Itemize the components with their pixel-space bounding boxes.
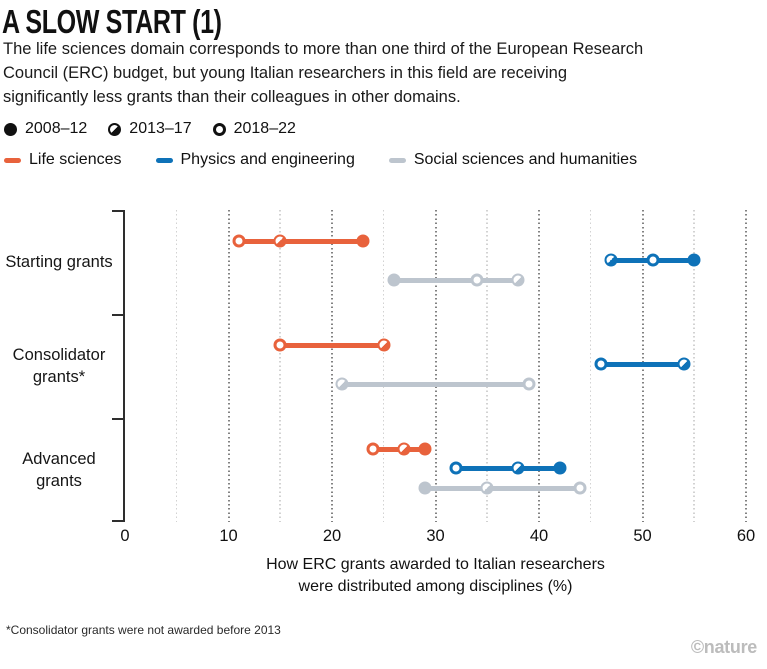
series-dash-icon — [388, 157, 406, 163]
gridline-20 — [331, 210, 333, 522]
legend-periods: 2008–12 2013–17 2018–22 — [4, 120, 296, 138]
gridline-30 — [434, 210, 437, 522]
legend-period-label: 2018–22 — [233, 120, 296, 137]
chart-plot-area: Starting grants Consolidator grants* Advan… — [0, 210, 767, 522]
legend-period-2018-22: 2018–22 — [212, 120, 296, 138]
subtitle-line: significantly less grants than their col… — [3, 88, 461, 106]
legend-series: Life sciences Physics and engineering Soci… — [4, 151, 637, 169]
data-point-social-sciences-and-humanities-2013-17 — [480, 481, 494, 495]
data-point-physics-and-engineering-2013-17 — [511, 461, 525, 475]
range-line-social-sciences-and-humanities — [342, 381, 529, 387]
data-point-life-sciences-2018-22 — [366, 442, 380, 456]
data-point-social-sciences-and-humanities-2008-12 — [418, 481, 432, 495]
y-axis-tick — [112, 520, 123, 522]
data-point-life-sciences-2008-12 — [356, 234, 370, 248]
gridline-60 — [745, 210, 747, 522]
data-point-life-sciences-2018-22 — [273, 338, 287, 352]
x-axis-label: How ERC grants awarded to Italian resear… — [125, 554, 746, 598]
x-tick-label-60: 60 — [736, 527, 756, 545]
x-axis-label-line: How ERC grants awarded to Italian resear… — [266, 556, 605, 573]
gridline-55 — [693, 210, 695, 522]
x-tick-label-50: 50 — [633, 527, 652, 545]
data-point-social-sciences-and-humanities-2018-22 — [470, 273, 484, 287]
category-label-consolidator-grants-: Consolidator grants* — [12, 346, 106, 386]
legend-period-label: 2008–12 — [25, 120, 88, 137]
range-line-social-sciences-and-humanities — [394, 277, 519, 283]
y-axis-tick — [112, 314, 123, 316]
footnote: *Consolidator grants were not awarded be… — [6, 623, 281, 637]
category-label-advanced-grants: Advanced grants — [22, 450, 96, 490]
legend-series-label: Life sciences — [29, 151, 122, 168]
data-point-life-sciences-2013-17 — [273, 234, 287, 248]
gridline-5 — [175, 210, 178, 522]
x-tick-label-30: 30 — [426, 527, 445, 545]
legend-series-label: Social sciences and humanities — [413, 151, 638, 168]
data-point-physics-and-engineering-2018-22 — [646, 253, 660, 267]
legend-period-2013-17: 2013–17 — [108, 120, 192, 138]
legend-series-life-sciences: Life sciences — [4, 151, 122, 169]
legend-series-social-sciences-and-humanities: Social sciences and humanities — [388, 151, 638, 169]
data-point-social-sciences-and-humanities-2018-22 — [573, 481, 587, 495]
data-point-life-sciences-2008-12 — [418, 442, 432, 456]
gridline-35 — [486, 210, 488, 522]
legend-series-label: Physics and engineering — [180, 151, 355, 168]
data-point-social-sciences-and-humanities-2013-17 — [511, 273, 525, 287]
subtitle-line: The life sciences domain corresponds to … — [3, 40, 644, 58]
x-axis-ticks: 0 10 20 30 40 50 60 — [0, 527, 767, 547]
data-point-physics-and-engineering-2018-22 — [594, 357, 608, 371]
y-axis-tick — [112, 210, 123, 212]
data-point-physics-and-engineering-2008-12 — [687, 253, 701, 267]
gridline-45 — [589, 210, 592, 522]
data-point-physics-and-engineering-2013-17 — [677, 357, 691, 371]
x-axis-label-line: were distributed among disciplines (%) — [298, 578, 573, 595]
data-point-social-sciences-and-humanities-2013-17 — [335, 377, 349, 391]
y-axis-line — [123, 210, 125, 522]
gridline-10 — [227, 210, 230, 522]
x-tick-label-40: 40 — [529, 527, 549, 545]
gridline-15 — [279, 210, 281, 522]
nature-credit: ©nature — [690, 637, 757, 657]
series-dash-icon — [4, 157, 21, 163]
chart-subtitle: The life sciences domain corresponds to … — [3, 37, 643, 109]
chart-title: A SLOW START (1) — [2, 3, 222, 40]
gridline-40 — [538, 210, 540, 522]
category-label-starting-grants: Starting grants — [5, 253, 113, 271]
data-point-physics-and-engineering-2008-12 — [553, 461, 567, 475]
y-axis-tick — [112, 418, 123, 420]
filled-circle-icon — [4, 122, 17, 136]
legend-period-2008-12: 2008–12 — [4, 120, 87, 138]
range-line-social-sciences-and-humanities — [425, 485, 581, 491]
subtitle-line: Council (ERC) budget, but young Italian … — [3, 64, 568, 82]
data-point-physics-and-engineering-2018-22 — [449, 461, 463, 475]
half-circle-icon — [108, 122, 122, 136]
data-point-life-sciences-2018-22 — [232, 234, 246, 248]
data-point-social-sciences-and-humanities-2008-12 — [387, 273, 401, 287]
range-line-physics-and-engineering — [601, 361, 684, 367]
legend-series-physics-and-engineering: Physics and engineering — [155, 151, 355, 169]
data-point-life-sciences-2013-17 — [377, 338, 391, 352]
range-line-life-sciences — [280, 342, 384, 348]
data-point-life-sciences-2013-17 — [397, 442, 411, 456]
x-tick-label-10: 10 — [219, 527, 238, 545]
legend-period-label: 2013–17 — [129, 120, 192, 137]
range-line-physics-and-engineering — [456, 465, 560, 471]
open-circle-icon — [212, 122, 226, 136]
series-dash-icon — [155, 157, 173, 163]
range-line-life-sciences — [238, 238, 364, 244]
data-point-physics-and-engineering-2013-17 — [604, 253, 618, 267]
x-tick-label-0: 0 — [120, 527, 130, 545]
gridline-25 — [382, 210, 385, 522]
x-tick-label-20: 20 — [322, 527, 342, 545]
data-point-social-sciences-and-humanities-2018-22 — [522, 377, 536, 391]
